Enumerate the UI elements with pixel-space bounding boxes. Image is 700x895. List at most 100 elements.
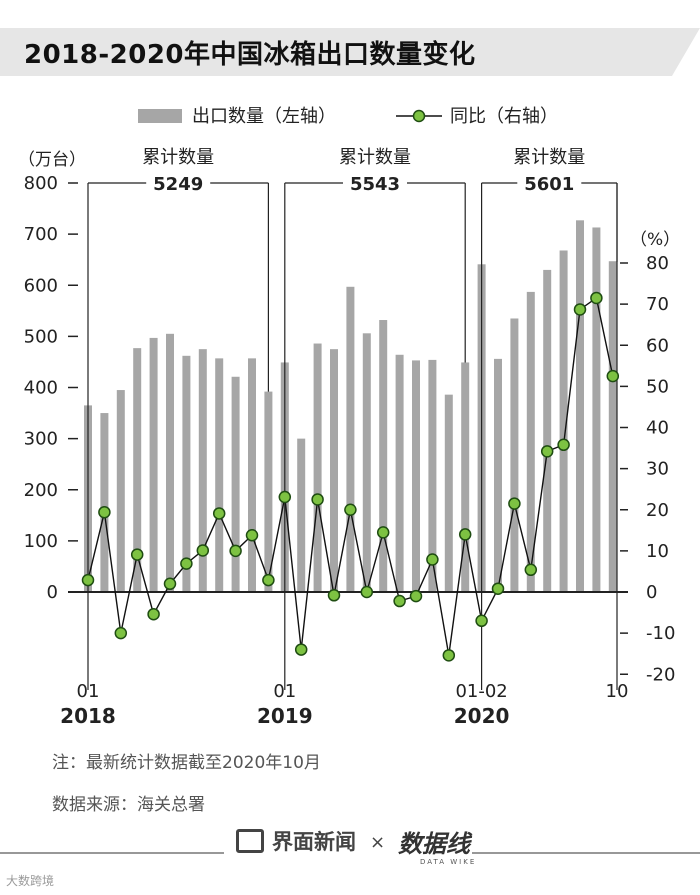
legend-bar-swatch <box>138 109 182 123</box>
yoy-point <box>147 607 160 621</box>
yoy-point <box>393 594 406 608</box>
cumulative-label: 累计数量 <box>339 147 411 168</box>
left-axis-unit: （万台） <box>18 150 86 170</box>
legend-bar-label: 出口数量（左轴） <box>192 106 336 127</box>
bar <box>526 291 535 592</box>
bar <box>395 354 404 592</box>
yoy-point <box>311 493 324 506</box>
cumulative-label: 累计数量 <box>513 147 585 168</box>
left-tick-label: 0 <box>47 582 58 603</box>
yoy-point <box>130 548 144 561</box>
bar <box>100 413 109 592</box>
jiemian-logo-icon <box>236 829 264 853</box>
right-tick-label: 20 <box>646 500 669 521</box>
x-tick-label: 10 <box>606 681 629 702</box>
right-tick-label: 70 <box>646 294 669 315</box>
yoy-point <box>180 557 193 570</box>
yoy-point <box>229 544 242 558</box>
right-tick-label: 50 <box>646 376 669 397</box>
right-tick-label: 10 <box>646 541 669 562</box>
bar <box>330 349 338 592</box>
year-label: 2018 <box>60 704 116 728</box>
yoy-point <box>458 528 472 541</box>
legend-marker <box>412 109 426 123</box>
yoy-point <box>294 643 308 656</box>
left-tick-label: 600 <box>24 275 58 296</box>
legend-line-label: 同比（右轴） <box>450 106 558 127</box>
left-tick-label: 200 <box>24 480 58 501</box>
bar <box>133 348 142 592</box>
yoy-point <box>262 573 275 587</box>
bar <box>166 333 174 592</box>
bar <box>379 320 388 592</box>
yoy-point <box>409 589 423 603</box>
yoy-point <box>573 303 587 316</box>
yoy-point <box>81 573 95 587</box>
cumulative-value: 5601 <box>524 174 574 195</box>
bar <box>248 358 256 592</box>
bar <box>231 376 240 592</box>
bar <box>576 220 584 593</box>
yoy-point <box>163 577 177 591</box>
brand-name: 界面新闻 <box>272 830 356 854</box>
bar <box>198 349 207 592</box>
right-tick-label: 80 <box>646 253 669 274</box>
footer-rule <box>0 852 700 854</box>
bar <box>215 358 224 592</box>
bar <box>510 318 519 592</box>
times-sign: × <box>370 832 386 853</box>
chart-title: 2018-2020年中国冰箱出口数量变化 <box>24 40 476 70</box>
yoy-point <box>426 553 439 566</box>
note-text: 注：最新统计数据截至2020年10月 <box>52 753 321 773</box>
yoy-point <box>360 585 374 599</box>
datawike-logo: 数据线 <box>398 830 470 858</box>
title-band <box>0 28 700 76</box>
yoy-point <box>212 507 226 520</box>
yoy-point <box>245 528 259 542</box>
yoy-point <box>376 526 390 539</box>
left-tick-label: 800 <box>24 173 58 194</box>
yoy-point <box>508 497 521 510</box>
chart: 0100200300400500600700800（万台）-20-1001020… <box>18 106 680 728</box>
cumulative-value: 5249 <box>153 174 203 195</box>
bar <box>494 358 502 592</box>
left-tick-label: 700 <box>24 224 58 245</box>
yoy-point <box>475 614 488 628</box>
corner-watermark: 大数跨境 <box>6 874 55 888</box>
yoy-point <box>491 582 505 595</box>
bar <box>543 269 552 592</box>
yoy-point <box>344 503 357 516</box>
source-text: 数据来源：海关总署 <box>52 795 205 815</box>
left-tick-label: 300 <box>24 429 58 450</box>
year-label: 2020 <box>454 704 510 728</box>
yoy-point <box>98 505 111 519</box>
bar <box>297 438 306 592</box>
yoy-point <box>442 649 456 662</box>
yoy-point <box>524 563 538 577</box>
bar <box>313 343 322 592</box>
x-tick-label: 01-02 <box>455 681 507 702</box>
cumulative-value: 5543 <box>350 174 400 195</box>
title-band-shape <box>0 28 700 76</box>
bar <box>559 250 568 593</box>
bar <box>461 362 470 592</box>
left-tick-label: 400 <box>24 378 58 399</box>
bar <box>116 390 125 592</box>
yoy-point <box>278 490 292 504</box>
yoy-point <box>196 544 210 557</box>
right-tick-label: 30 <box>646 459 669 480</box>
right-tick-label: -10 <box>646 623 675 644</box>
bar <box>264 391 273 592</box>
right-tick-label: 40 <box>646 418 669 439</box>
bar <box>412 360 420 592</box>
yoy-point <box>590 291 603 305</box>
bar <box>346 286 355 592</box>
yoy-point <box>557 438 570 452</box>
jiemian-logo: 界面新闻 <box>236 826 356 856</box>
left-tick-label: 500 <box>24 326 58 347</box>
yoy-point <box>606 369 620 383</box>
yoy-point <box>540 445 554 458</box>
right-tick-label: -20 <box>646 664 675 685</box>
bar <box>428 359 437 592</box>
bar <box>182 355 191 592</box>
